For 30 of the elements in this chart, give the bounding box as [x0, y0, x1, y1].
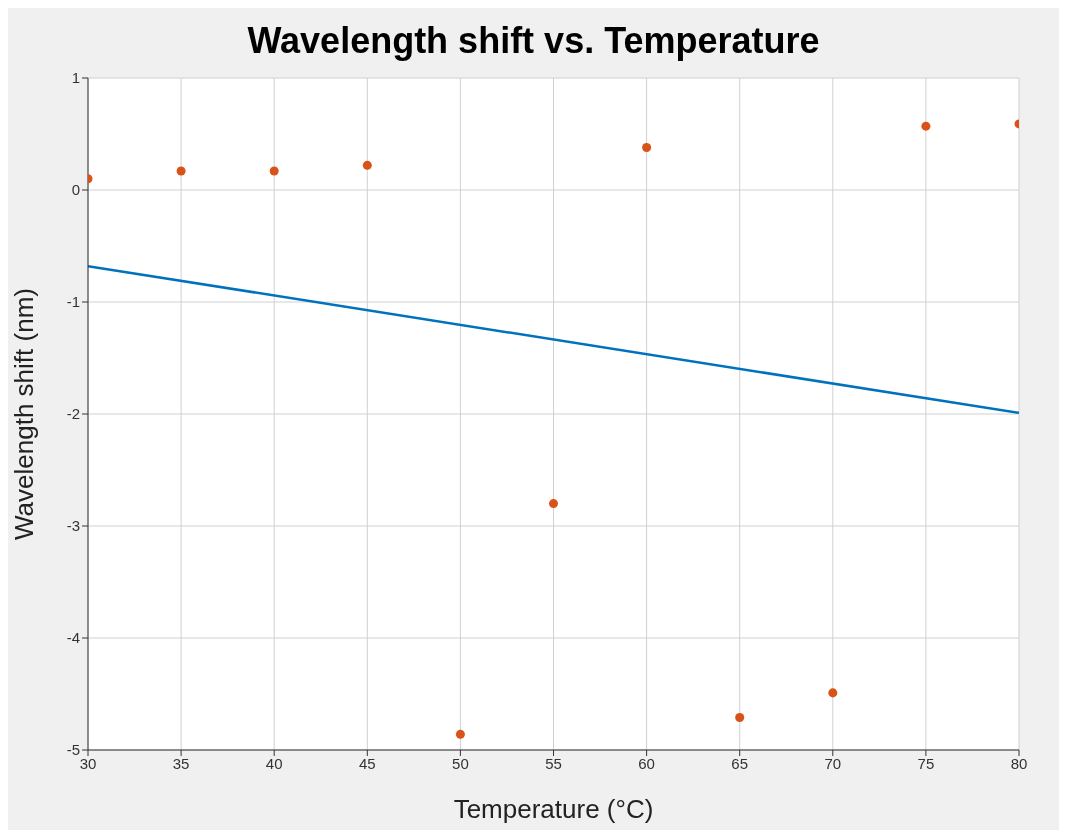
- point: [455, 729, 465, 739]
- x-axis-title: Temperature (°C): [453, 794, 654, 824]
- x-tick-label: 45: [358, 754, 376, 772]
- y-tick-label: 1: [71, 69, 80, 87]
- y-tick-label: -5: [66, 741, 80, 759]
- point: [828, 688, 838, 698]
- x-tick-label: 35: [172, 754, 190, 772]
- point: [642, 142, 652, 152]
- y-tick-label: -2: [66, 405, 80, 423]
- y-tick-label: 0: [71, 181, 80, 199]
- point: [176, 166, 186, 176]
- x-tick-label: 70: [824, 754, 842, 772]
- y-tick-label: -3: [66, 517, 80, 535]
- x-tick-label: 55: [545, 754, 562, 772]
- x-tick-label: 40: [265, 754, 283, 772]
- point: [548, 499, 559, 509]
- x-tick-label: 50: [452, 754, 469, 772]
- x-tick-label: 60: [638, 754, 655, 772]
- x-tick-label: 80: [1010, 754, 1028, 772]
- point: [735, 713, 745, 723]
- x-tick-label: 30: [79, 754, 97, 772]
- y-tick-label: -4: [66, 629, 80, 647]
- x-tick-label: 75: [917, 754, 935, 772]
- x-tick-label: 65: [731, 754, 749, 772]
- point: [362, 160, 372, 170]
- y-tick-label: -1: [66, 293, 80, 311]
- y-axis-title: Wavelength shift (nm): [9, 288, 40, 540]
- chart-title: Wavelength shift vs. Temperature: [247, 20, 820, 61]
- point: [921, 121, 931, 131]
- point: [269, 166, 279, 176]
